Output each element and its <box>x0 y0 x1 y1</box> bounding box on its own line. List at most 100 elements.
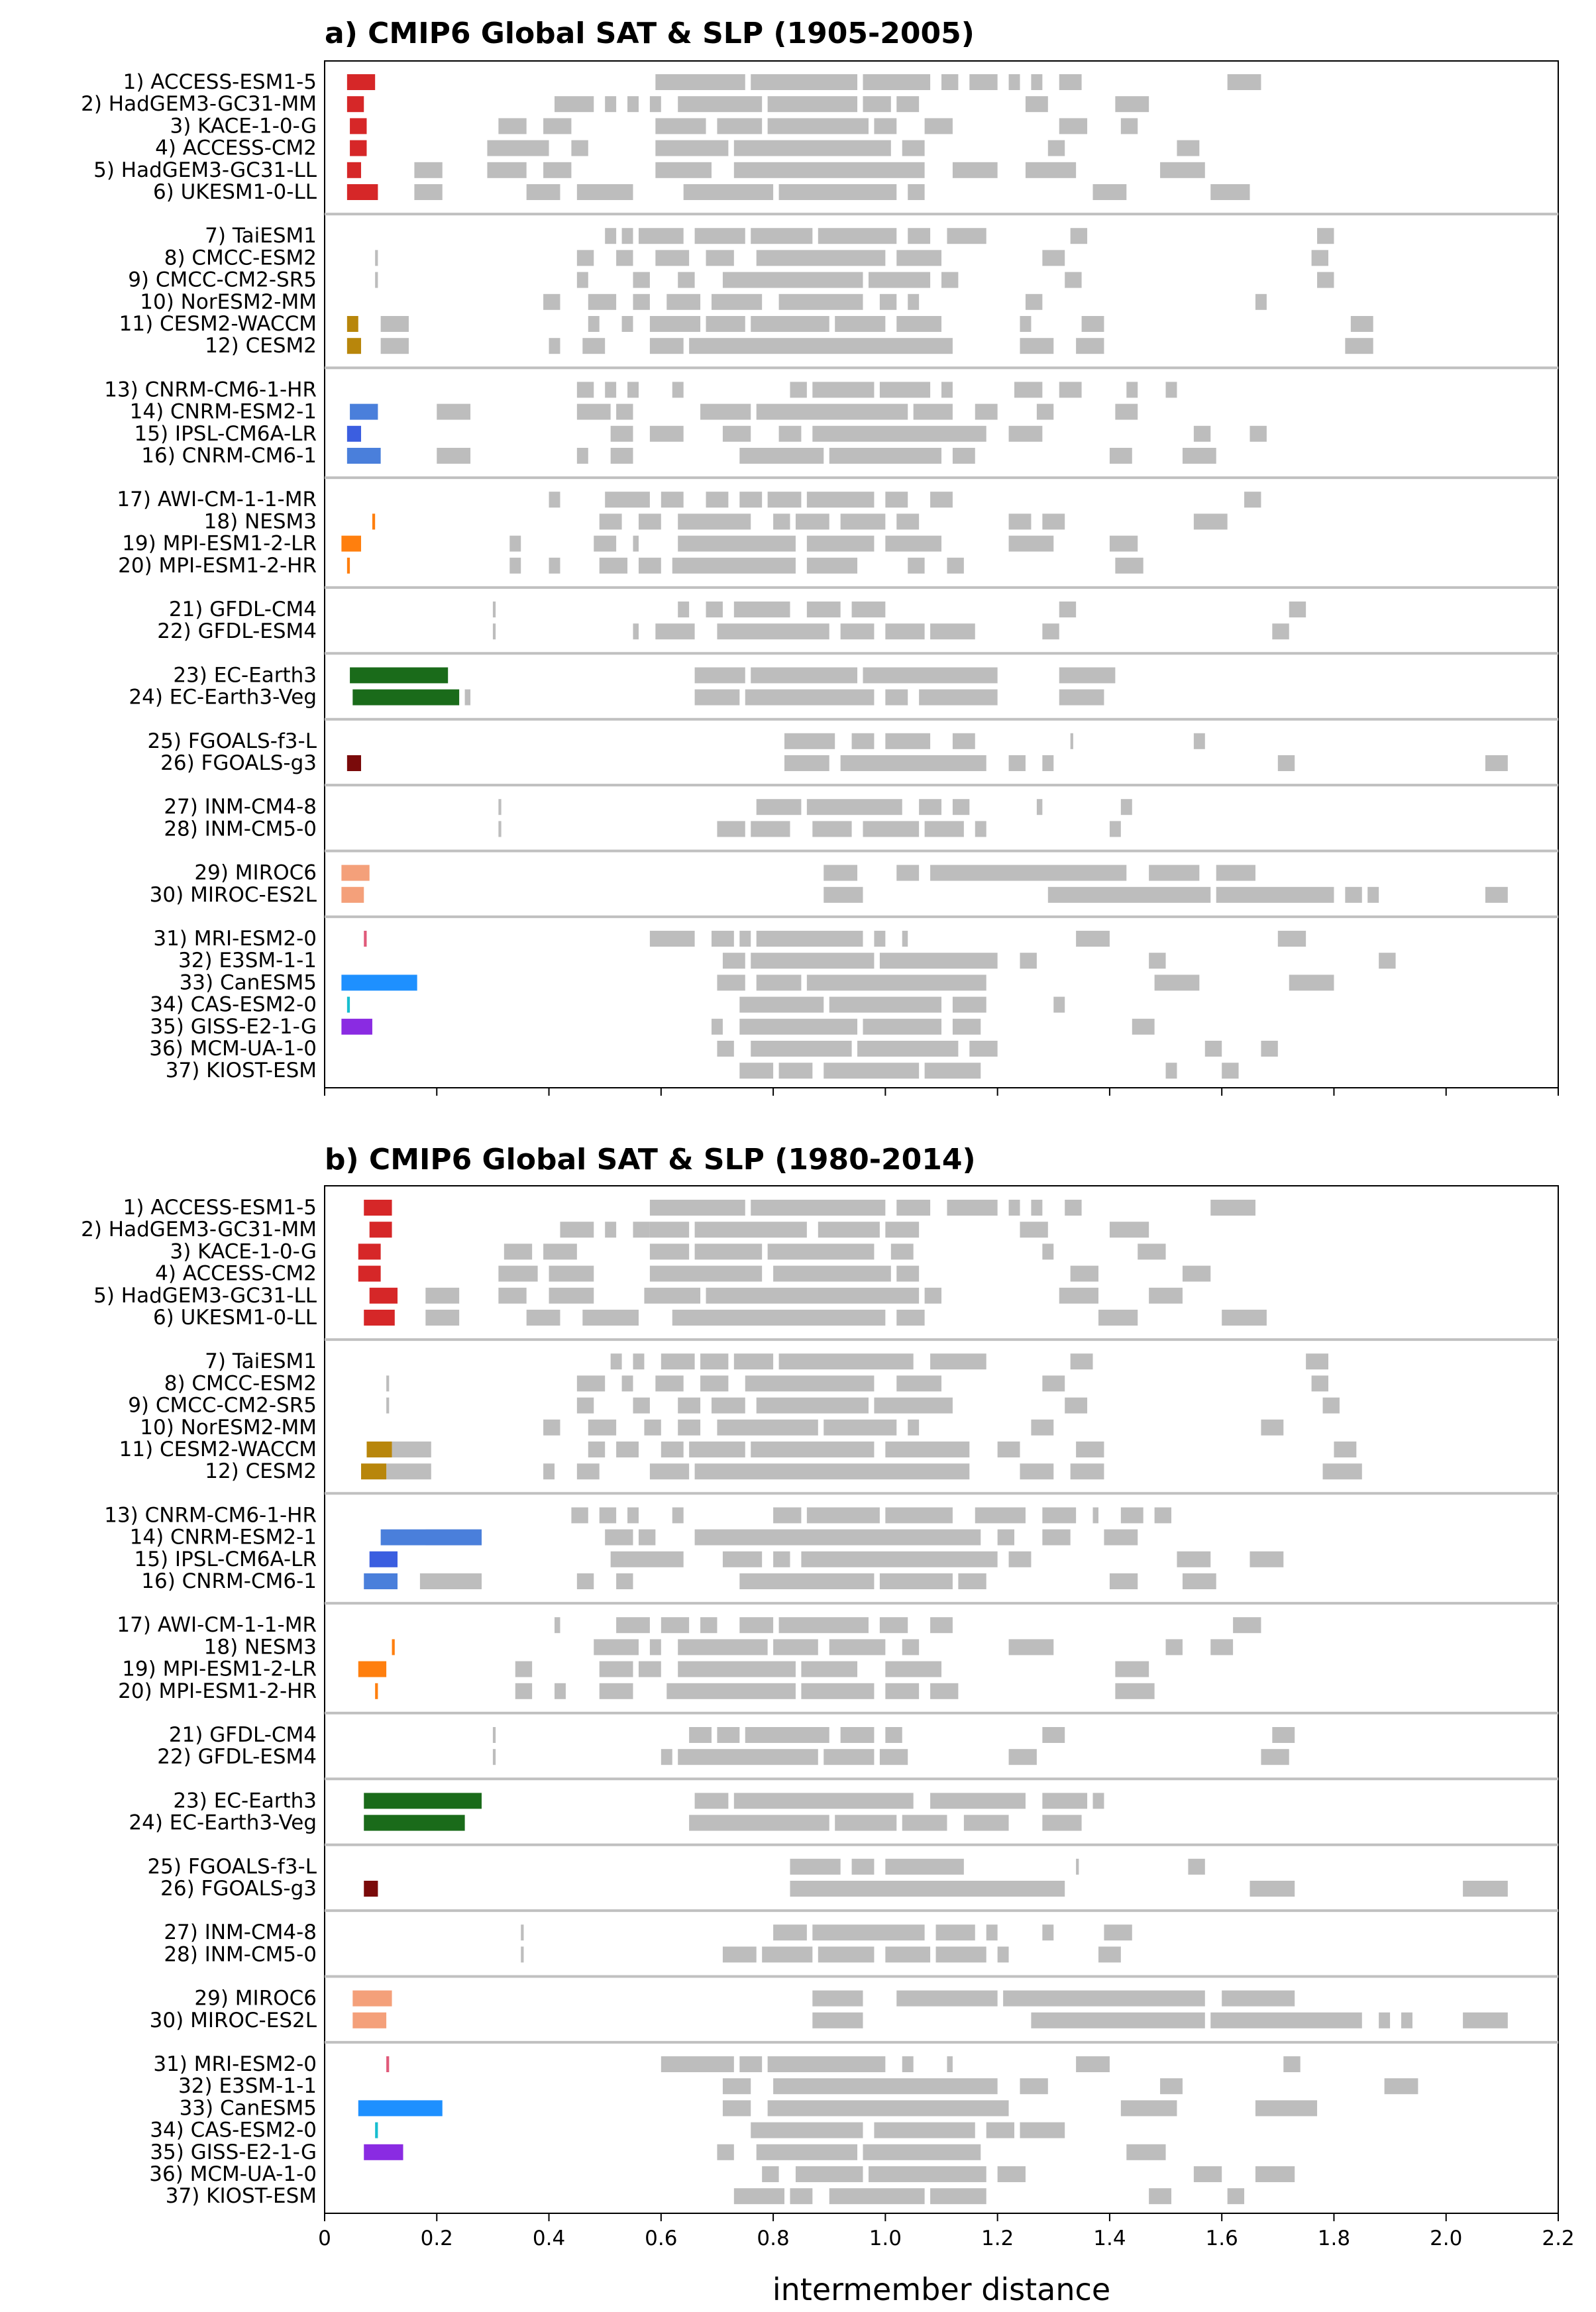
intermember-bar <box>767 1243 875 1260</box>
intermember-bar <box>1070 1353 1093 1370</box>
intermember-bar <box>890 1243 914 1260</box>
intermember-bar <box>756 2144 858 2160</box>
intermember-bar <box>851 733 875 749</box>
intermember-bar <box>762 2166 779 2182</box>
intermember-bar <box>414 162 443 178</box>
model-label: 20) MPI-ESM1-2-HR <box>118 554 317 578</box>
intermember-bar <box>706 602 723 617</box>
model-label: 27) INM-CM4-8 <box>164 795 317 819</box>
intermember-bar <box>835 316 886 332</box>
intermember-bar <box>700 1353 729 1370</box>
intermember-bar <box>543 293 560 310</box>
intermember-bar <box>1463 1881 1508 1897</box>
intermember-bar <box>947 2056 953 2072</box>
intermember-bar <box>1014 382 1043 398</box>
intermember-bar <box>605 228 617 244</box>
intermember-bar <box>1008 755 1026 771</box>
intermember-bar <box>773 513 790 530</box>
intermember-bar <box>555 96 594 113</box>
intermember-bar <box>1322 1397 1340 1414</box>
intermember-bar <box>941 74 959 90</box>
intermember-bar <box>829 2188 925 2205</box>
intermember-bar <box>885 1858 964 1875</box>
intermember-bar <box>610 448 633 464</box>
intermember-bar <box>947 1200 998 1216</box>
intermember-bar <box>672 1310 886 1326</box>
intermember-bar <box>649 316 701 332</box>
intermember-bar <box>952 448 975 464</box>
intermember-bar <box>930 1617 953 1634</box>
intermember-bar <box>678 1749 818 1765</box>
model-label: 20) MPI-ESM1-2-HR <box>118 1679 317 1703</box>
intermember-bar <box>879 293 897 310</box>
intermember-bar <box>778 425 802 442</box>
intermember-bar <box>930 1683 959 1699</box>
model-label: 5) HadGEM3-GC31-LL <box>93 1284 317 1308</box>
intermember-bar <box>1065 1200 1082 1216</box>
intermember-bar <box>773 1551 790 1567</box>
intramodel-bar <box>352 2012 387 2028</box>
intermember-bar <box>649 425 684 442</box>
intermember-bar <box>1104 1924 1132 1941</box>
intermember-bar <box>588 1419 617 1436</box>
intramodel-bar <box>386 2056 390 2072</box>
intermember-bar <box>700 1375 729 1392</box>
intermember-bar <box>1059 667 1116 684</box>
intermember-bar <box>649 1463 690 1480</box>
intermember-bar <box>1222 1063 1239 1079</box>
intermember-bar <box>605 1529 633 1546</box>
intermember-bar <box>610 1551 684 1567</box>
intermember-bar <box>661 1617 690 1634</box>
intermember-bar <box>638 1661 661 1677</box>
intermember-bar <box>1250 425 1267 442</box>
intermember-bar <box>1227 2188 1245 2205</box>
intermember-bar <box>1020 1463 1054 1480</box>
intermember-bar <box>582 1310 639 1326</box>
intermember-bar <box>492 1727 496 1743</box>
intermember-bar <box>717 974 745 991</box>
intermember-bar <box>633 535 639 552</box>
intermember-bar <box>1132 1018 1155 1035</box>
intermember-bar <box>1165 382 1177 398</box>
intermember-bar <box>717 623 829 640</box>
intermember-bar <box>711 293 763 310</box>
intermember-bar <box>1379 2012 1391 2028</box>
intermember-bar <box>1115 403 1138 420</box>
intermember-bar <box>818 1222 880 1238</box>
intermember-bar <box>1031 1200 1043 1216</box>
intermember-bar <box>868 2166 986 2182</box>
intermember-bar <box>885 1222 920 1238</box>
intermember-bar <box>638 228 684 244</box>
model-label: 31) MRI-ESM2-0 <box>153 2052 317 2076</box>
intermember-bar <box>706 492 729 508</box>
intermember-bar <box>879 1573 953 1589</box>
intermember-bar <box>896 250 941 266</box>
intermember-bar <box>1098 1310 1138 1326</box>
model-label: 15) IPSL-CM6A-LR <box>134 1548 317 1571</box>
intermember-bar <box>1222 1310 1267 1326</box>
intermember-bar <box>824 865 858 881</box>
intermember-bar <box>649 1639 661 1655</box>
intramodel-bar <box>341 1018 372 1035</box>
intermember-bar <box>1334 1442 1357 1457</box>
intermember-bar <box>1311 250 1328 266</box>
model-label: 12) CESM2 <box>205 334 317 358</box>
intramodel-bar <box>361 1463 387 1480</box>
intermember-bar <box>896 1990 998 2007</box>
intermember-bar <box>543 118 572 134</box>
intermember-bar <box>694 228 745 244</box>
model-label: 34) CAS-ESM2-0 <box>150 993 317 1017</box>
model-label: 9) CMCC-CM2-SR5 <box>128 1394 317 1418</box>
intermember-bar <box>722 2100 751 2117</box>
intermember-bar <box>576 1397 594 1414</box>
intermember-bar <box>437 448 471 464</box>
intramodel-bar <box>364 1573 398 1589</box>
intermember-bar <box>571 1507 588 1524</box>
intermember-bar <box>576 250 594 266</box>
model-label: 26) FGOALS-g3 <box>160 1877 317 1901</box>
intermember-bar <box>733 1353 774 1370</box>
intermember-bar <box>1020 2078 1048 2095</box>
intermember-bar <box>678 1639 768 1655</box>
model-label: 31) MRI-ESM2-0 <box>153 927 317 951</box>
model-label: 14) CNRM-ESM2-1 <box>130 1526 317 1550</box>
